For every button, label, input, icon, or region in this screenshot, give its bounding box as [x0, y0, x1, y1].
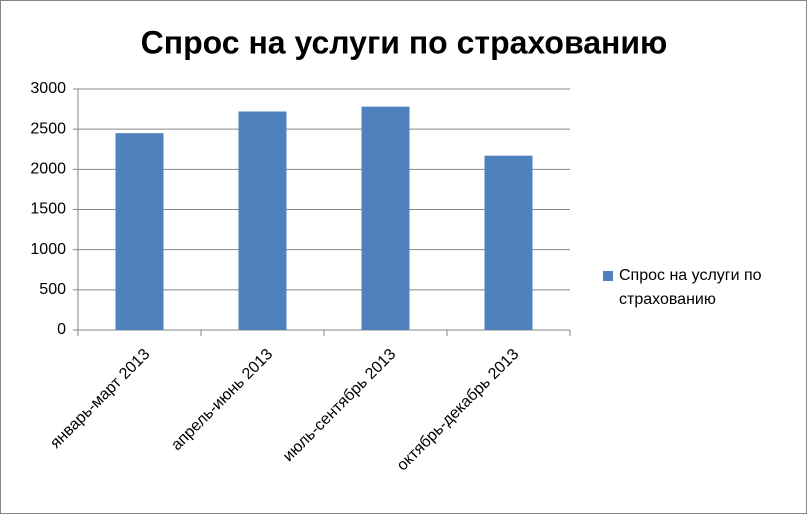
y-tick-label: 2000 — [30, 161, 66, 178]
bar — [361, 106, 410, 330]
bar — [238, 111, 287, 330]
y-tick-label: 3000 — [30, 80, 66, 97]
y-tick-label: 1500 — [30, 201, 66, 218]
y-tick-label: 0 — [57, 321, 66, 338]
y-tick-label: 2500 — [30, 120, 66, 137]
y-tick-label: 500 — [39, 281, 66, 298]
y-tick-label: 1000 — [30, 241, 66, 258]
chart-title: Спрос на услуги по страхованию — [141, 24, 668, 60]
legend-swatch — [603, 271, 613, 281]
bar — [115, 133, 164, 330]
bar — [484, 155, 533, 330]
legend-label: Спрос на услуги по страхованию — [619, 267, 762, 308]
